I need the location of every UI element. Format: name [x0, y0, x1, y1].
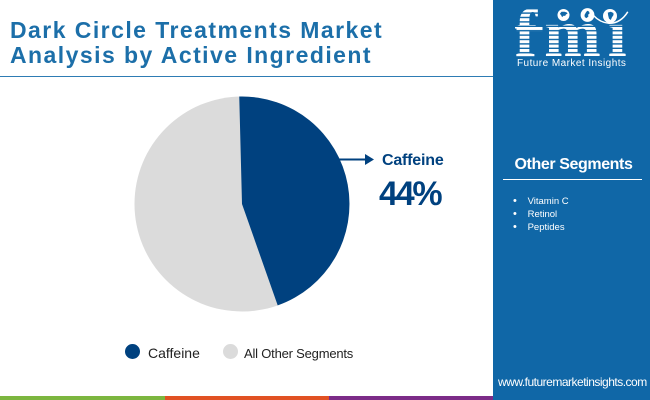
svg-text:Future Market Insights: Future Market Insights	[517, 58, 626, 69]
